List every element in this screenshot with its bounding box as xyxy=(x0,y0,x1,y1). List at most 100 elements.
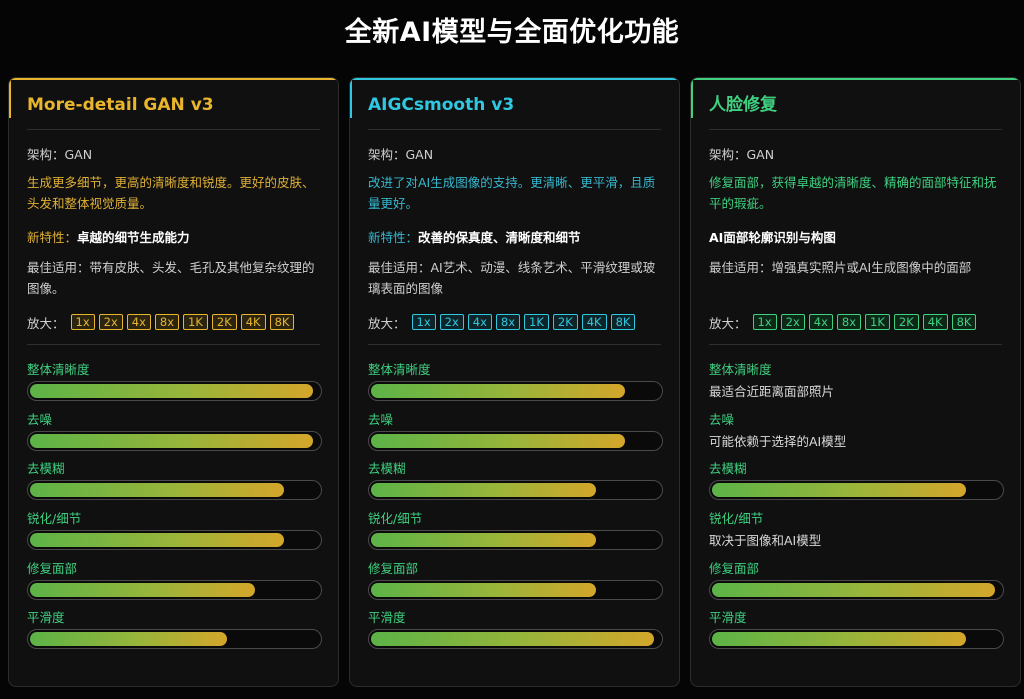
description-text: 修复面部，获得卓越的清晰度、精确的面部特征和抚平的瑕疵。 xyxy=(709,175,997,211)
metric-bar xyxy=(27,629,322,650)
scale-row: 放大： 1x 2x 4x 8x 1K 2K 4K 8K xyxy=(709,311,1002,333)
metric-label: 修复面部 xyxy=(27,560,78,576)
scale-badge: 4K xyxy=(240,314,266,330)
scale-badge: 2K xyxy=(211,314,237,330)
metric-text: 取决于图像和AI模型 xyxy=(709,533,822,549)
scale-badge: 8x xyxy=(495,314,521,330)
metric-bar xyxy=(368,629,663,650)
metric-bar-fill xyxy=(30,582,256,597)
metric-row: 平滑度 xyxy=(27,609,322,659)
architecture-text: 架构：GAN xyxy=(368,147,434,162)
metric-bar-fill xyxy=(371,632,655,647)
metric-bar-fill xyxy=(712,483,967,498)
metric-label: 平滑度 xyxy=(709,610,747,626)
scale-badge: 2K xyxy=(552,314,578,330)
metric-bar xyxy=(709,480,1004,501)
scale-row: 放大： 1x 2x 4x 8x 1K 2K 4K 8K xyxy=(368,311,661,333)
metrics-list: 整体清晰度 最适合近距离面部照片 去噪 可能依赖于选择的AI模型 去模糊 锐化/细节 取决于… xyxy=(709,361,1004,659)
metric-bar-fill xyxy=(371,533,597,548)
metric-label: 去模糊 xyxy=(368,461,406,477)
metric-text: 可能依赖于选择的AI模型 xyxy=(709,433,847,449)
scale-badge: 2x xyxy=(98,314,123,330)
metric-row: 修复面部 xyxy=(27,560,322,610)
metric-bar-fill xyxy=(30,632,227,647)
metric-bar xyxy=(368,381,663,401)
metric-label: 整体清晰度 xyxy=(27,362,90,377)
metric-bar-fill xyxy=(712,632,967,647)
metric-bar-fill xyxy=(371,433,626,448)
scale-badge: 1x xyxy=(70,314,95,330)
model-card-more-detail-gan: More-detail GAN v3 架构：GAN 生成更多细节，更高的清晰度和锐度… xyxy=(8,77,339,687)
metric-row: 去模糊 xyxy=(27,460,322,510)
metric-row: 整体清晰度 xyxy=(368,361,663,411)
metric-bar-fill xyxy=(371,384,626,398)
divider xyxy=(368,344,661,345)
metric-label: 整体清晰度 xyxy=(709,362,772,377)
metric-row: 去模糊 xyxy=(368,460,663,510)
scale-badge: 1x xyxy=(411,314,436,330)
divider xyxy=(709,344,1002,345)
model-card-face-recovery: 人脸修复 架构：GAN 修复面部，获得卓越的清晰度、精确的面部特征和抚平的瑕疵。 AI… xyxy=(690,77,1021,687)
scale-badge: 2K xyxy=(893,314,919,330)
metrics-list: 整体清晰度 去噪 去模糊锐化/细节修复面部平滑度 xyxy=(368,361,663,659)
metric-row: 去模糊 xyxy=(709,460,1004,510)
scale-badge: 8K xyxy=(951,314,977,330)
scale-badge: 1x xyxy=(752,314,777,330)
metric-label: 锐化/细节 xyxy=(368,511,423,527)
metric-row: 修复面部 xyxy=(709,560,1004,610)
metric-bar xyxy=(368,430,663,451)
card-title: AIGCsmooth v3 xyxy=(368,78,661,130)
metric-label: 修复面部 xyxy=(368,560,419,576)
metric-row: 平滑度 xyxy=(368,609,663,659)
scale-badge: 4x xyxy=(467,314,492,330)
metric-bar xyxy=(368,530,663,551)
scale-badge: 8K xyxy=(269,314,295,330)
feature-label: 新特性： xyxy=(27,230,78,245)
scale-badge: 4x xyxy=(808,314,833,330)
scale-badge: 8K xyxy=(610,314,636,330)
metric-bar-fill xyxy=(30,483,285,498)
scale-badge: 4x xyxy=(126,314,151,330)
feature-value: 改善的保真度、清晰度和细节 xyxy=(418,230,581,245)
feature-label: 新特性： xyxy=(368,230,419,245)
metric-bar xyxy=(368,480,663,501)
best-for-text: 最佳适用：AI艺术、动漫、线条艺术、平滑纹理或玻璃表面的图像 xyxy=(368,260,656,296)
metric-row: 整体清晰度 xyxy=(27,361,322,411)
scale-badge: 4K xyxy=(922,314,948,330)
metric-row: 锐化/细节 xyxy=(27,510,322,560)
metric-bar-fill xyxy=(371,483,597,498)
scale-badge: 1K xyxy=(524,314,549,330)
metric-row: 平滑度 xyxy=(709,609,1004,659)
metric-label: 锐化/细节 xyxy=(27,511,82,527)
metric-text: 最适合近距离面部照片 xyxy=(709,384,835,399)
scale-badge: 2x xyxy=(439,314,464,330)
metric-row: 去噪 xyxy=(368,411,663,461)
metric-label: 去噪 xyxy=(709,411,735,427)
architecture-text: 架构：GAN xyxy=(709,147,775,162)
scale-row: 放大： 1x 2x 4x 8x 1K 2K 4K 8K xyxy=(27,311,320,333)
metric-label: 平滑度 xyxy=(27,610,65,626)
feature-value: AI面部轮廓识别与构图 xyxy=(709,230,836,245)
metric-bar xyxy=(27,530,322,551)
metric-bar xyxy=(27,480,322,501)
page-title: 全新AI模型与全面优化功能 xyxy=(344,17,680,48)
best-for-text: 最佳适用：增强真实照片或AI生成图像中的面部 xyxy=(709,260,972,275)
description-text: 改进了对AI生成图像的支持。更清晰、更平滑，且质量更好。 xyxy=(368,175,656,211)
feature-value: 卓越的细节生成能力 xyxy=(77,230,190,245)
divider xyxy=(27,344,320,345)
scale-label: 放大： xyxy=(27,315,65,331)
description-text: 生成更多细节，更高的清晰度和锐度。更好的皮肤、头发和整体视觉质量。 xyxy=(27,175,315,211)
metric-bar xyxy=(27,381,322,401)
metrics-list: 整体清晰度去噪 去模糊 锐化/细节修复面部平滑度 xyxy=(27,361,322,659)
metric-bar-fill xyxy=(30,384,314,398)
metric-bar xyxy=(27,579,322,600)
metric-row: 修复面部 xyxy=(368,560,663,610)
metric-row: 去噪 xyxy=(27,411,322,461)
feature-line: AI面部轮廓识别与构图 xyxy=(709,227,1002,245)
metric-bar xyxy=(368,579,663,600)
metric-bar xyxy=(709,629,1004,650)
metric-bar-fill xyxy=(712,582,996,597)
model-cards: More-detail GAN v3 架构：GAN 生成更多细节，更高的清晰度和锐度… xyxy=(8,77,1021,687)
scale-badge: 1K xyxy=(865,314,890,330)
